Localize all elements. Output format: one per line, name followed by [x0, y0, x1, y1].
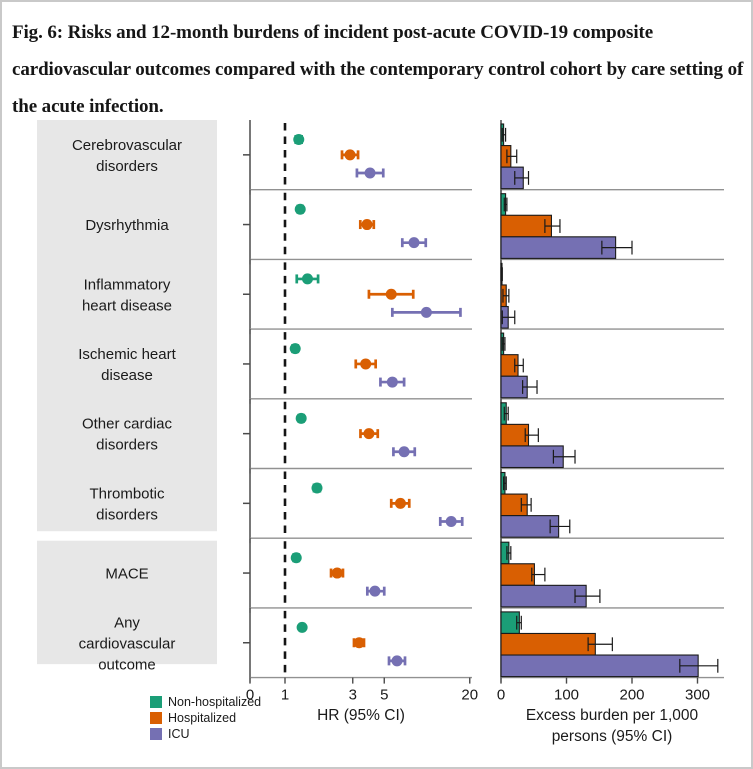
hr-axis-tick-label: 1 [281, 687, 289, 704]
hr-point [385, 288, 397, 300]
outcome-label: outcome [98, 656, 156, 673]
hr-axis-tick-label: 5 [380, 687, 388, 704]
legend-item-icu: ICU [150, 726, 261, 742]
hr-point [360, 358, 372, 370]
burden-bar [500, 423, 530, 447]
hr-point [391, 655, 403, 667]
hr-axis-title: HR (95% CI) [317, 707, 405, 724]
outcome-label: Ischemic heart [78, 346, 176, 363]
hr-point [301, 273, 313, 285]
hr-point [311, 482, 323, 494]
legend-item-hospitalized: Hospitalized [150, 710, 261, 726]
icu-swatch-icon [150, 728, 162, 740]
outcome-label: Other cardiac [82, 416, 173, 433]
burden-bar [500, 214, 552, 238]
hr-point [369, 585, 381, 597]
burden-axis-title-line1: Excess burden per 1,000 [525, 707, 699, 724]
outcome-label: Inflammatory [84, 276, 171, 293]
burden-axis-tick-label: 200 [619, 687, 644, 704]
non-hospitalized-swatch-icon [150, 696, 162, 708]
outcome-label: MACE [105, 566, 148, 583]
outcome-label: disorders [96, 158, 158, 175]
hr-point [293, 134, 305, 146]
hr-point [290, 552, 302, 564]
outcome-label-box [37, 540, 217, 665]
hr-point [353, 637, 365, 649]
hr-point [363, 428, 375, 440]
figure-title: Fig. 6: Risks and 12-month burdens of in… [12, 22, 744, 117]
hr-point [344, 149, 356, 161]
burden-bar [500, 563, 535, 586]
burden-bar [500, 584, 587, 608]
outcome-label: heart disease [82, 297, 172, 314]
outcome-label: disorders [96, 437, 158, 454]
burden-axis-title: Excess burden per 1,000 persons (95% CI) [482, 705, 742, 747]
hr-point [295, 412, 307, 424]
hr-point [364, 167, 376, 179]
hr-point [445, 515, 457, 527]
burden-bar [500, 632, 596, 656]
hr-point [394, 497, 406, 509]
hr-point [361, 219, 373, 231]
hr-axis-tick-label: 3 [349, 687, 357, 704]
legend-item-non-hospitalized: Non-hospitalized [150, 694, 261, 710]
burden-axis-tick-label: 100 [554, 687, 579, 704]
hr-point [289, 343, 301, 355]
hr-point [386, 376, 398, 388]
hr-axis-tick-label: 20 [461, 687, 478, 704]
outcome-label: disorders [96, 506, 158, 523]
hr-point [331, 567, 343, 579]
legend-label: ICU [168, 727, 190, 741]
hr-axis-tick-label: 0 [246, 687, 254, 704]
outcome-label: Thrombotic [89, 485, 165, 502]
outcome-label: disease [101, 367, 153, 384]
hr-point [408, 237, 420, 249]
outcome-label: Any [114, 614, 140, 631]
outcome-label-box [37, 120, 217, 532]
outcome-label: Dysrhythmia [85, 217, 169, 234]
legend-label: Hospitalized [168, 711, 237, 725]
hr-point [420, 306, 432, 318]
burden-axis-tick-label: 300 [685, 687, 710, 704]
outcome-label: cardiovascular [79, 635, 176, 652]
hr-point [296, 621, 308, 633]
burden-axis-title-line2: persons (95% CI) [551, 728, 673, 745]
hr-point [398, 446, 410, 458]
burden-bar [500, 654, 699, 678]
legend-label: Non-hospitalized [168, 695, 262, 709]
burden-axis-tick-label: 0 [497, 687, 505, 704]
hr-point [294, 203, 306, 215]
hospitalized-swatch-icon [150, 712, 162, 724]
burden-bar [500, 236, 617, 259]
outcome-label: Cerebrovascular [72, 137, 182, 154]
legend: Non-hospitalized Hospitalized ICU [150, 694, 261, 742]
